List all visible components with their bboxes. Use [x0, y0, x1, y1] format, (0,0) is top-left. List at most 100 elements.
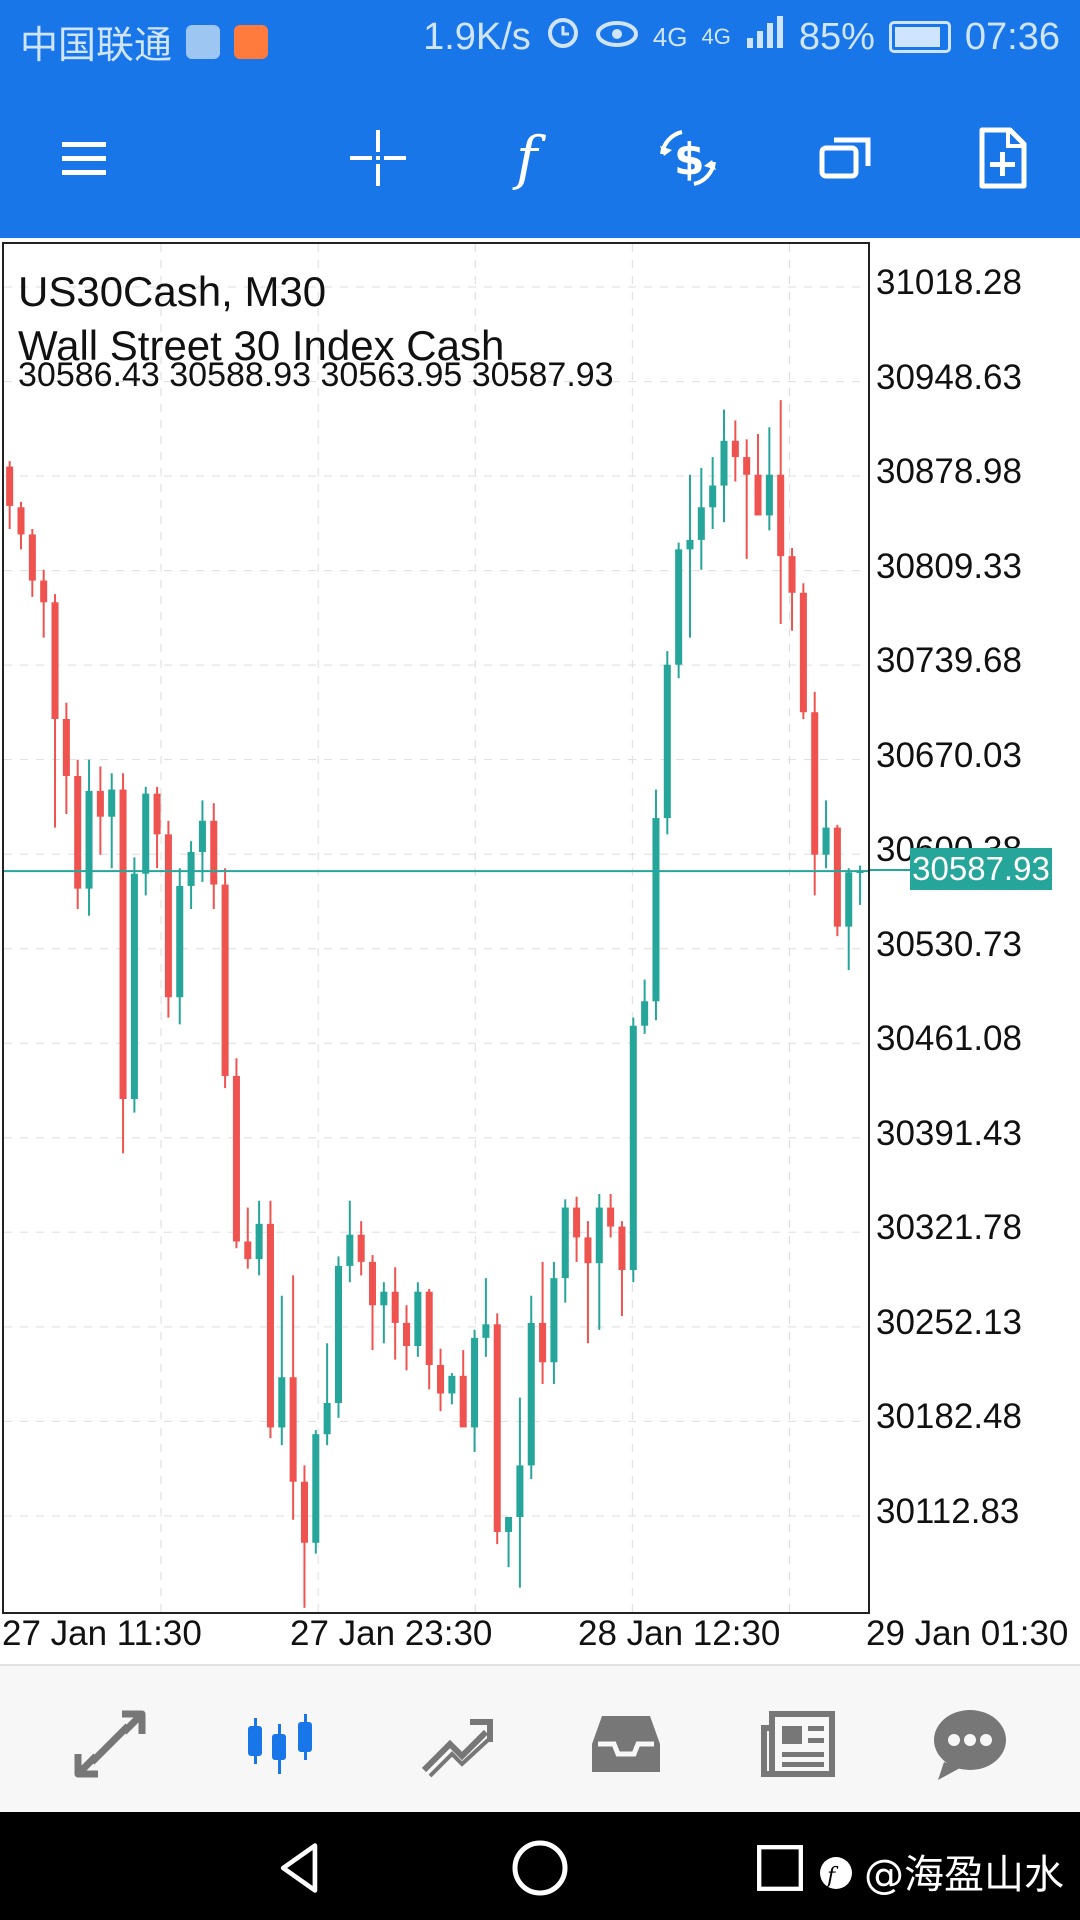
price-axis-label: 30948.63: [876, 357, 1022, 397]
candle: [788, 548, 796, 631]
candle: [527, 1295, 535, 1479]
candle: [380, 1282, 388, 1344]
candle: [142, 786, 150, 896]
candle-body: [743, 457, 751, 475]
candle: [255, 1200, 263, 1276]
candle-body: [17, 507, 25, 535]
price-axis-label: 31018.28: [876, 263, 1022, 303]
candle: [425, 1289, 433, 1390]
chat-icon[interactable]: [928, 1702, 1012, 1786]
candle-body: [686, 539, 694, 550]
candle-body: [493, 1324, 501, 1532]
signal-icon: [745, 14, 785, 60]
candle-body: [629, 1025, 637, 1270]
candle-chart[interactable]: [4, 244, 868, 1612]
price-axis-label: 30461.08: [876, 1019, 1022, 1059]
candle-body: [833, 827, 841, 927]
new-order-icon[interactable]: [962, 118, 1042, 198]
candle-body: [232, 1075, 240, 1242]
candle: [119, 773, 127, 1154]
candle-body: [266, 1223, 274, 1428]
history-icon[interactable]: [584, 1702, 668, 1786]
candle-body: [346, 1234, 354, 1266]
candle: [414, 1282, 422, 1357]
candle-body: [198, 820, 206, 852]
candle: [777, 400, 785, 624]
time-label: 27 Jan 11:30: [2, 1614, 202, 1653]
candle-body: [652, 818, 660, 1002]
trade-icon[interactable]: $: [648, 118, 728, 198]
time-label: 28 Jan 12:30: [578, 1614, 781, 1653]
price-axis-label: 30252.13: [876, 1302, 1022, 1342]
candle: [697, 467, 705, 570]
candle: [550, 1261, 558, 1384]
candle: [652, 789, 660, 1021]
candle-body: [437, 1365, 445, 1394]
chart-area[interactable]: US30Cash, M30 Wall Street 30 Index Cash …: [0, 238, 1080, 1662]
candle-body: [425, 1291, 433, 1365]
svg-text:f: f: [512, 126, 547, 190]
candle: [108, 773, 116, 869]
candle: [40, 569, 48, 638]
battery-percent: 85%: [798, 15, 875, 58]
trade-nav-icon[interactable]: [414, 1702, 498, 1786]
candle-body: [62, 719, 70, 776]
candle-body: [142, 793, 150, 874]
current-price-line-ext: [870, 869, 910, 872]
candle: [539, 1261, 547, 1384]
candle: [74, 759, 82, 909]
candle-body: [74, 776, 82, 889]
candle-body: [130, 873, 138, 1099]
candle: [675, 542, 683, 679]
candle: [607, 1194, 615, 1238]
home-icon[interactable]: [510, 1838, 570, 1898]
candle-body: [697, 507, 705, 540]
candle: [221, 868, 229, 1089]
news-icon[interactable]: [756, 1702, 840, 1786]
crosshair-icon[interactable]: [338, 118, 418, 198]
candle-body: [380, 1291, 388, 1306]
candle: [754, 434, 762, 516]
candle: [731, 420, 739, 482]
candle: [516, 1397, 524, 1588]
gallery-icon: [186, 24, 221, 59]
chart-icon[interactable]: [240, 1702, 324, 1786]
battery-icon: [888, 21, 951, 53]
candle-body: [414, 1291, 422, 1346]
candle: [822, 800, 830, 869]
candle: [6, 461, 14, 529]
candle: [96, 766, 104, 855]
candle-body: [584, 1237, 592, 1264]
candle-body: [300, 1481, 308, 1543]
back-icon[interactable]: [270, 1838, 330, 1898]
windows-icon[interactable]: [806, 118, 886, 198]
candle-body: [527, 1322, 535, 1466]
candle: [720, 409, 728, 523]
candle: [471, 1329, 479, 1452]
candle-body: [482, 1324, 490, 1338]
recents-icon[interactable]: [750, 1838, 810, 1898]
app-icon: [234, 24, 269, 59]
price-axis-label: 30391.43: [876, 1113, 1022, 1153]
price-axis-label: 30809.33: [876, 546, 1022, 586]
svg-text:$: $: [674, 134, 705, 185]
candle: [833, 824, 841, 937]
candle-body: [573, 1207, 581, 1238]
candle: [618, 1221, 626, 1317]
candle-body: [368, 1261, 377, 1306]
function-icon[interactable]: f: [492, 118, 572, 198]
weibo-logo-icon: f: [820, 1857, 852, 1889]
menu-icon[interactable]: [44, 118, 124, 198]
candle: [153, 786, 161, 869]
quotes-icon[interactable]: [68, 1702, 152, 1786]
alarm-icon: [545, 14, 581, 60]
candle-body: [164, 834, 172, 998]
candle-body: [221, 884, 229, 1076]
price-axis-label: 30112.83: [876, 1491, 1020, 1531]
candle-body: [357, 1234, 365, 1262]
candle: [244, 1207, 252, 1269]
candle: [164, 820, 172, 1018]
candle: [232, 1058, 240, 1249]
carrier-label: 中国联通: [20, 25, 173, 67]
price-axis-label: 30530.73: [876, 924, 1022, 964]
